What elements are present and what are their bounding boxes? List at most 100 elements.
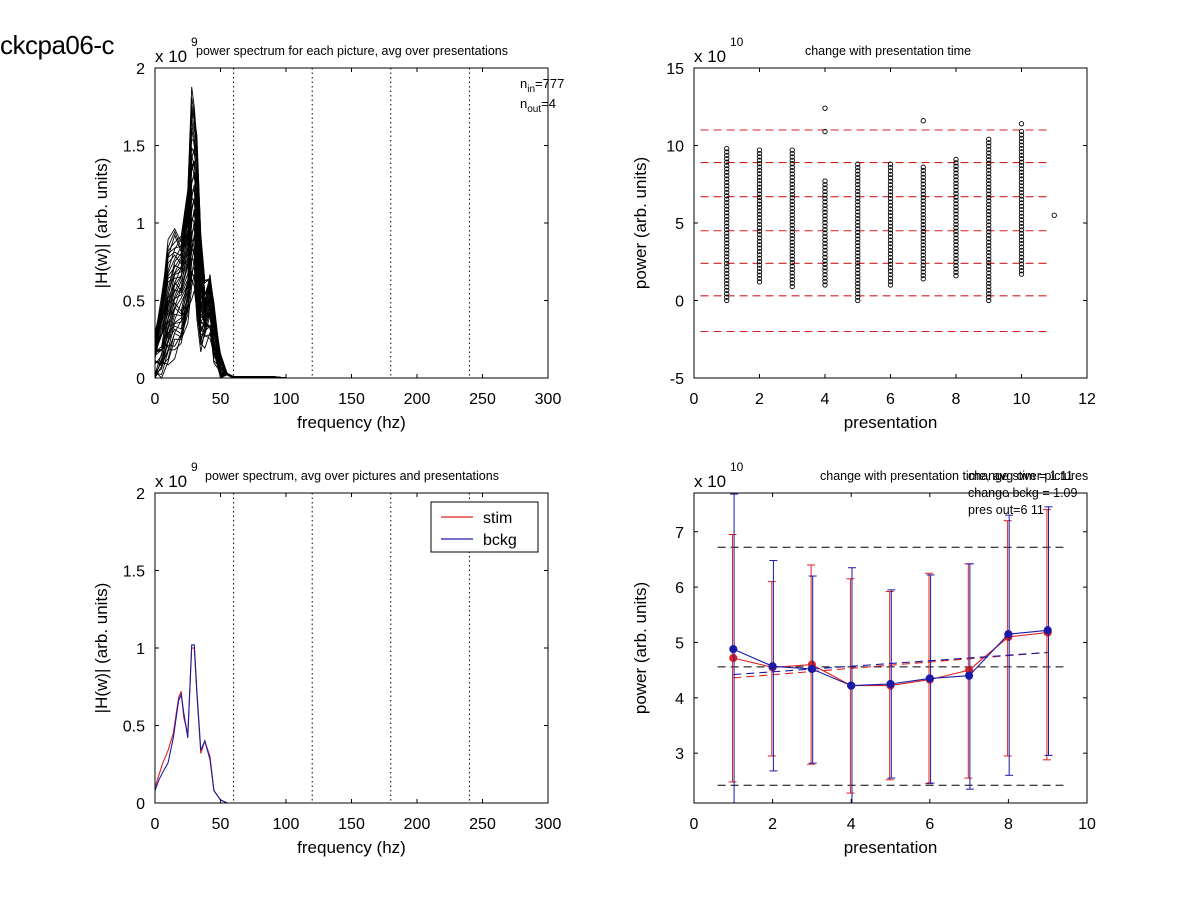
scatter-point [1018,244,1025,250]
scatter-point [1018,139,1025,145]
scatter-point [1018,196,1025,203]
scatter-point [855,267,861,273]
scatter-point [756,204,763,211]
scatter-point [822,278,828,285]
scatter-point [822,185,828,191]
scatter-point [953,242,959,248]
scatter-point [855,256,861,263]
scatter-point [887,185,894,191]
scatter-point [724,216,730,223]
stats-annotation: pres out=6 11 [968,503,1044,517]
y-multiplier-label: x 10 [694,472,726,491]
scatter-point [1018,121,1025,127]
scatter-point [789,219,795,225]
scatter-point [855,212,861,218]
scatter-point [724,152,730,159]
scatter-point [1018,186,1025,192]
scatter-point [887,220,894,226]
scatter-point [789,229,795,235]
scatter-point [724,260,730,267]
scatter-point [724,145,730,152]
scatter-point [920,188,926,194]
scatter-point [887,199,894,205]
scatter-point [822,209,828,215]
x-tick-label: 50 [212,391,230,408]
x-axis-label: presentation [844,413,938,432]
scatter-point [887,268,894,274]
scatter-point [986,208,992,214]
scatter-point [724,176,730,182]
scatter-point [756,231,763,238]
scatter-point [822,237,828,243]
x-tick-label: 0 [690,391,699,408]
scatter-point [986,215,992,221]
scatter-point [724,287,730,294]
scatter-point [855,198,861,205]
scatter-point [1018,152,1025,158]
scatter-point [1018,203,1025,209]
scatter-point [789,154,795,160]
x-tick-label: 2 [768,816,777,833]
scatter-point [986,160,992,166]
scatter-point [986,242,992,249]
y-tick-label: 0 [675,294,684,311]
scatter-point [724,294,730,300]
scatter-point [855,250,861,256]
scatter-point [822,105,828,111]
scatter-point [855,229,861,235]
scatter-point [855,209,861,215]
scatter-point [953,204,959,210]
x-tick-label: 300 [535,391,562,408]
scatter-point [1018,210,1025,216]
scatter-point [953,167,959,173]
y-axis-label: power (arb. units) [631,582,650,714]
scatter-point [920,235,926,241]
scatter-point [756,252,763,258]
scatter-point [986,153,992,160]
scatter-point [953,160,959,166]
figure-title: ckcpa06-c [0,30,115,60]
scatter-point [1018,264,1025,271]
scatter-point [822,244,828,250]
y-axis-label: |H(w)| (arb. units) [92,158,111,289]
scatter-point [920,194,926,201]
scatter-point [920,118,926,124]
scatter-point [756,265,763,272]
scatter-point [789,191,795,198]
scatter-point [724,284,730,290]
scatter-point [756,221,763,228]
scatter-point [756,279,763,285]
scatter-point [986,229,992,235]
scatter-point [1051,212,1057,218]
scatter-point [986,218,992,225]
y-tick-label: 5 [675,216,684,233]
scatter-point [1018,213,1025,220]
y-tick-label: 5 [675,635,684,652]
scatter-point [756,188,763,194]
scatter-point [855,178,861,184]
scatter-point [724,189,730,196]
scatter-point [1018,179,1025,186]
scatter-point [953,255,959,262]
scatter-point [789,157,795,164]
scatter-point [920,211,926,218]
scatter-point [920,272,926,279]
y-multiplier-label: x 10 [155,472,187,491]
scatter-point [920,198,926,204]
scatter-point [724,169,730,175]
scatter-point [1018,132,1025,138]
scatter-point [756,194,763,201]
y-tick-label: -5 [670,371,684,388]
scatter-point [953,180,959,187]
scatter-point [855,277,861,283]
scatter-point [887,192,894,198]
scatter-point [756,167,763,174]
scatter-point [756,235,763,241]
scatter-point [789,161,795,167]
scatter-point [953,259,959,265]
axes-frame [693,492,1088,804]
scatter-point [822,181,828,188]
scatter-point [953,238,959,245]
scatter-point [789,246,795,252]
series-point-bckg [1043,626,1052,635]
